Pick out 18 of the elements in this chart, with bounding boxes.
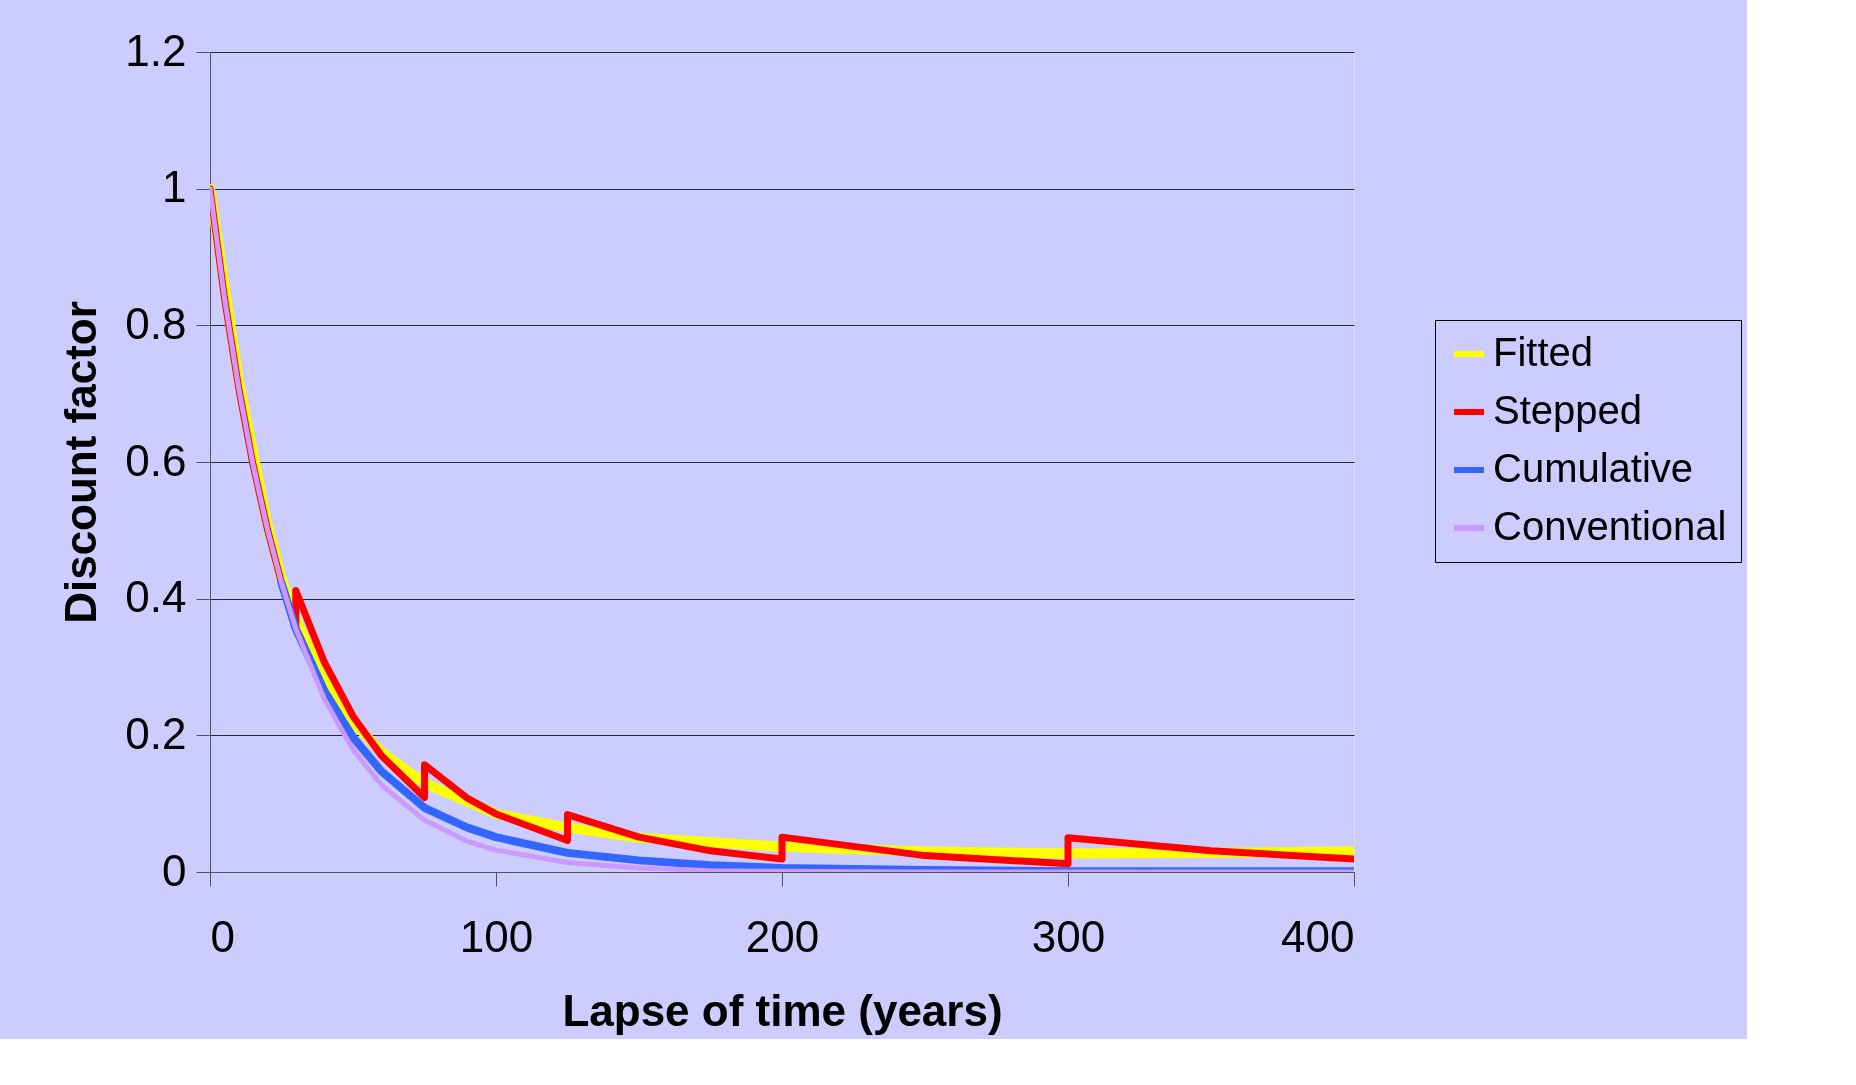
x-axis-title: Lapse of time (years) <box>562 985 1003 1035</box>
y-tick-label: 0 <box>162 845 187 895</box>
x-tick-label: 0 <box>210 911 235 961</box>
legend-label: Cumulative <box>1493 446 1694 490</box>
y-tick-label: 0.6 <box>125 435 187 485</box>
x-tick-label: 100 <box>459 911 534 961</box>
y-tick-label: 1 <box>162 162 187 212</box>
y-tick-label: 0.4 <box>125 572 187 622</box>
legend-label: Fitted <box>1493 330 1594 374</box>
y-tick-label: 0.2 <box>125 708 187 758</box>
y-tick-label: 0.8 <box>125 298 187 348</box>
x-tick-label: 300 <box>1031 911 1106 961</box>
x-tick-label: 400 <box>1281 911 1355 961</box>
legend-label: Conventional <box>1493 504 1727 548</box>
y-tick-label: 1.2 <box>125 25 187 75</box>
y-axis-title: Discount factor <box>56 301 106 624</box>
x-tick-label: 200 <box>745 911 820 961</box>
legend-label: Stepped <box>1493 388 1643 432</box>
